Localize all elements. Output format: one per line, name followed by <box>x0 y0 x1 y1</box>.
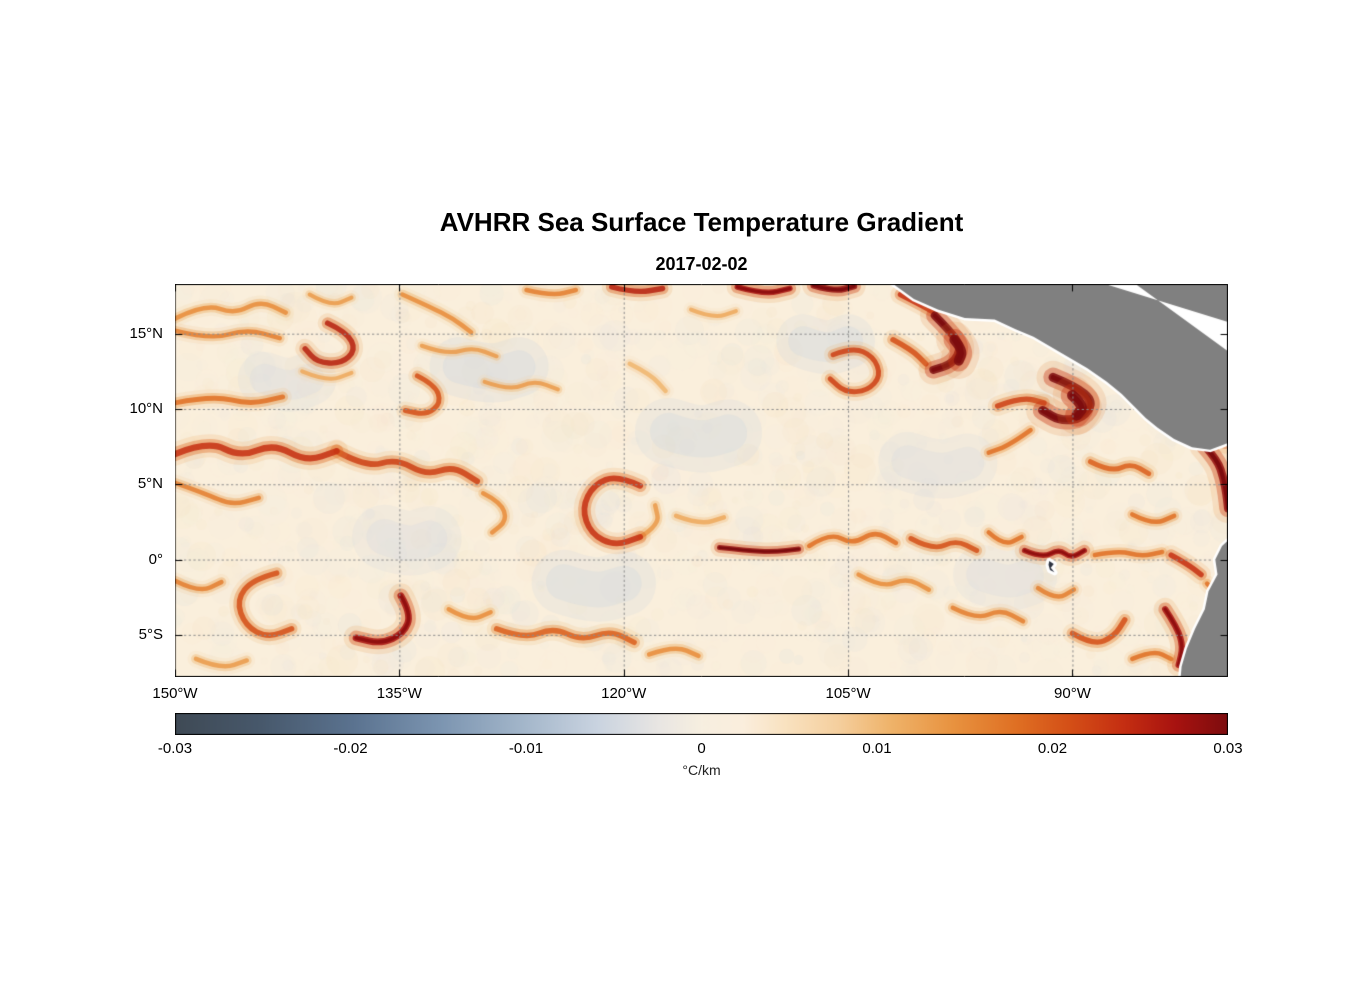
y-tick-label: 0° <box>148 550 163 568</box>
x-tick-label: 105°W <box>825 685 871 702</box>
y-tick-label: 15°N <box>129 324 163 342</box>
chart-title: AVHRR Sea Surface Temperature Gradient <box>439 207 964 237</box>
colorbar <box>175 713 1228 735</box>
colorbar-tick-label: 0.02 <box>1037 740 1068 757</box>
colorbar-tick-label: 0 <box>697 740 706 757</box>
colorbar-tick-label: -0.03 <box>157 740 193 757</box>
sst-gradient-heatmap <box>175 284 1228 677</box>
colorbar-tick-label: -0.01 <box>508 740 544 757</box>
chart-date-subtitle: 2017-02-02 <box>655 254 748 274</box>
x-tick-label: 90°W <box>1054 685 1091 702</box>
x-tick-label: 120°W <box>601 685 647 702</box>
x-tick-label: 135°W <box>376 685 422 702</box>
x-tick-label: 150°W <box>152 685 198 702</box>
colorbar-tick-label: 0.01 <box>862 740 892 757</box>
colorbar-tick-label: -0.02 <box>333 740 368 757</box>
colorbar-unit-label: °C/km <box>682 762 721 778</box>
y-tick-label: 5°S <box>138 625 163 643</box>
colorbar-tick-label: 0.03 <box>1213 740 1243 757</box>
y-tick-label: 10°N <box>129 399 163 417</box>
y-tick-label: 5°N <box>137 475 163 493</box>
